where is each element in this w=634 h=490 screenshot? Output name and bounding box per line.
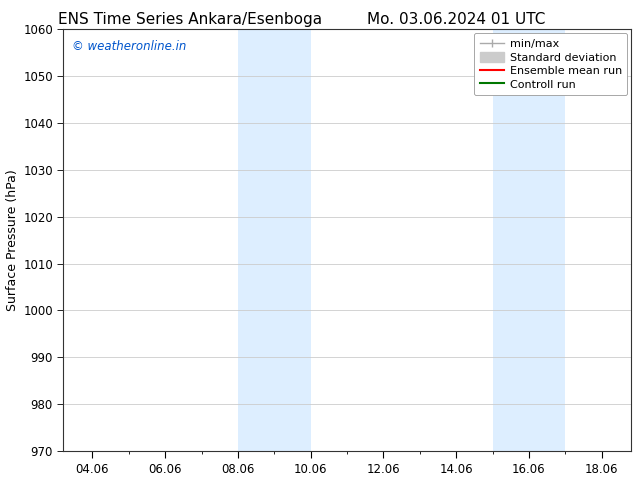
Text: Mo. 03.06.2024 01 UTC: Mo. 03.06.2024 01 UTC [367, 12, 546, 27]
Bar [238, 29, 311, 451]
Bar [493, 29, 566, 451]
Text: © weatheronline.in: © weatheronline.in [72, 40, 186, 53]
Text: ENS Time Series Ankara/Esenboga: ENS Time Series Ankara/Esenboga [58, 12, 322, 27]
Legend: min/max, Standard deviation, Ensemble mean run, Controll run: min/max, Standard deviation, Ensemble me… [474, 33, 628, 95]
Y-axis label: Surface Pressure (hPa): Surface Pressure (hPa) [6, 169, 19, 311]
